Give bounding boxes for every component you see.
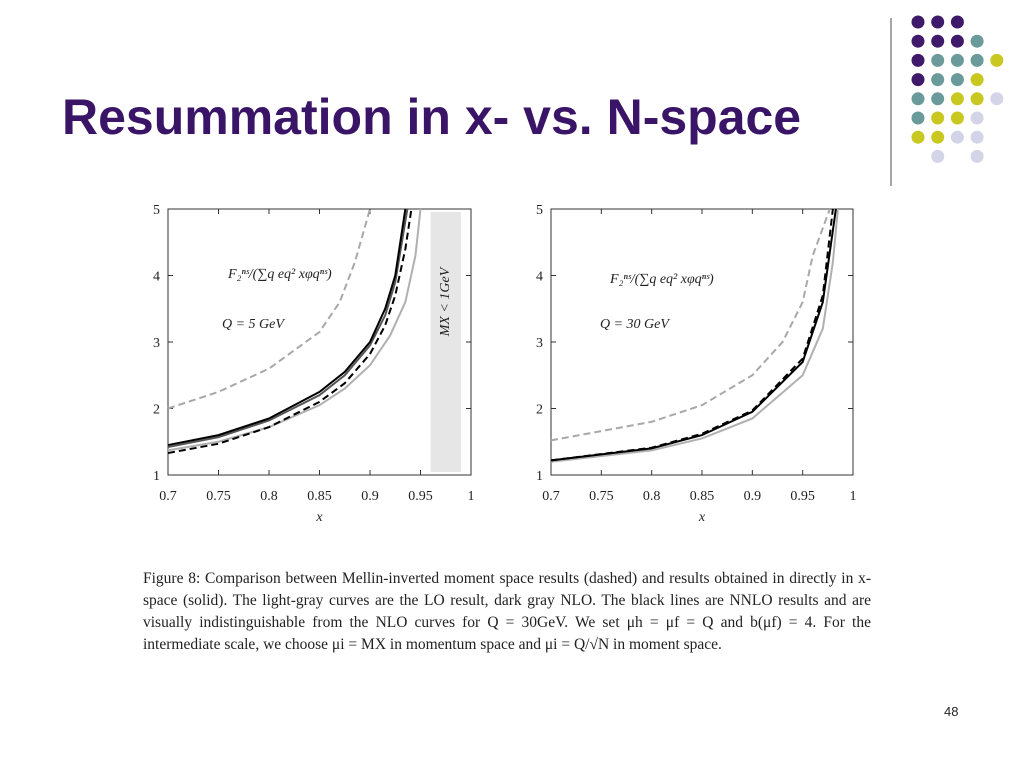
y-tick-label: 3 bbox=[153, 336, 160, 351]
y-tick-label: 1 bbox=[153, 469, 160, 484]
curve bbox=[167, 208, 371, 410]
dot bbox=[911, 53, 925, 67]
dot bbox=[950, 34, 964, 48]
x-tick-label: 0.95 bbox=[408, 489, 433, 504]
dot bbox=[970, 130, 984, 144]
x-tick-label: 0.75 bbox=[206, 489, 231, 504]
region-label: MX < 1GeV bbox=[438, 266, 453, 337]
x-tick-label: 0.8 bbox=[260, 489, 278, 504]
dot bbox=[990, 53, 1004, 67]
curve bbox=[550, 208, 837, 462]
y-tick-label: 5 bbox=[153, 203, 160, 218]
x-tick-label: 0.9 bbox=[361, 489, 379, 504]
dot bbox=[970, 73, 984, 87]
y-tick-label: 2 bbox=[153, 403, 160, 418]
y-tick-label: 4 bbox=[536, 270, 543, 285]
annotation: Q = 5 GeV bbox=[222, 317, 285, 332]
x-tick-label: 0.85 bbox=[690, 489, 715, 504]
x-tick-label: 0.75 bbox=[589, 489, 614, 504]
dot bbox=[911, 73, 925, 87]
dot bbox=[931, 15, 945, 29]
x-tick-label: 0.85 bbox=[307, 489, 332, 504]
page-number: 48 bbox=[944, 704, 959, 719]
dot bbox=[911, 92, 925, 106]
dot bbox=[970, 111, 984, 125]
slide-title: Resummation in x- vs. N-space bbox=[62, 89, 802, 145]
curve bbox=[550, 208, 834, 462]
x-axis-label: x bbox=[315, 510, 323, 525]
curve bbox=[167, 208, 407, 447]
dot bbox=[931, 92, 945, 106]
dot bbox=[950, 73, 964, 87]
dot bbox=[950, 130, 964, 144]
dot bbox=[911, 15, 925, 29]
dot bbox=[950, 92, 964, 106]
dot bbox=[931, 130, 945, 144]
dot bbox=[931, 53, 945, 67]
curve bbox=[167, 208, 413, 455]
dot bbox=[970, 34, 984, 48]
dot bbox=[990, 92, 1004, 106]
dot bbox=[950, 111, 964, 125]
dot bbox=[970, 92, 984, 106]
x-tick-label: 0.9 bbox=[744, 489, 762, 504]
chart: MX < 1GeV 0.7 0.75 0.8 0.85 0.9 0.95 1 1 2 3 4 5 x F₂ⁿ… bbox=[153, 203, 475, 525]
y-tick-label: 4 bbox=[153, 270, 160, 285]
dot bbox=[911, 111, 925, 125]
shaded-region bbox=[430, 212, 461, 472]
dot bbox=[950, 15, 964, 29]
x-tick-label: 1 bbox=[850, 489, 857, 504]
dot bbox=[931, 34, 945, 48]
chart: 0.7 0.75 0.8 0.85 0.9 0.95 1 1 2 3 4 5 x F₂ⁿˢ/(∑q eq²… bbox=[536, 203, 857, 525]
dot bbox=[950, 53, 964, 67]
x-axis-label: x bbox=[698, 510, 706, 525]
dot bbox=[931, 149, 945, 163]
y-tick-label: 1 bbox=[536, 469, 543, 484]
dot bbox=[931, 111, 945, 125]
decor-dots bbox=[911, 15, 1004, 163]
x-tick-label: 1 bbox=[468, 489, 475, 504]
y-tick-label: 2 bbox=[536, 403, 543, 418]
y-tick-label: 3 bbox=[536, 336, 543, 351]
x-tick-label: 0.7 bbox=[542, 489, 560, 504]
dot bbox=[970, 149, 984, 163]
x-tick-label: 0.8 bbox=[643, 489, 661, 504]
curve bbox=[550, 208, 831, 442]
curve bbox=[167, 208, 409, 449]
annotation: F₂ⁿˢ/(∑q eq² xφqⁿˢ) bbox=[227, 267, 332, 282]
dot bbox=[911, 34, 925, 48]
figure-caption: Figure 8: Comparison between Mellin-inve… bbox=[143, 570, 871, 653]
y-tick-label: 5 bbox=[536, 203, 543, 218]
dot bbox=[931, 73, 945, 87]
annotation: F₂ⁿˢ/(∑q eq² xφqⁿˢ) bbox=[609, 272, 714, 287]
dot bbox=[970, 53, 984, 67]
annotation: Q = 30 GeV bbox=[600, 317, 670, 332]
x-tick-label: 0.7 bbox=[159, 489, 177, 504]
dot bbox=[911, 130, 925, 144]
curve bbox=[550, 208, 839, 463]
x-tick-label: 0.95 bbox=[790, 489, 815, 504]
